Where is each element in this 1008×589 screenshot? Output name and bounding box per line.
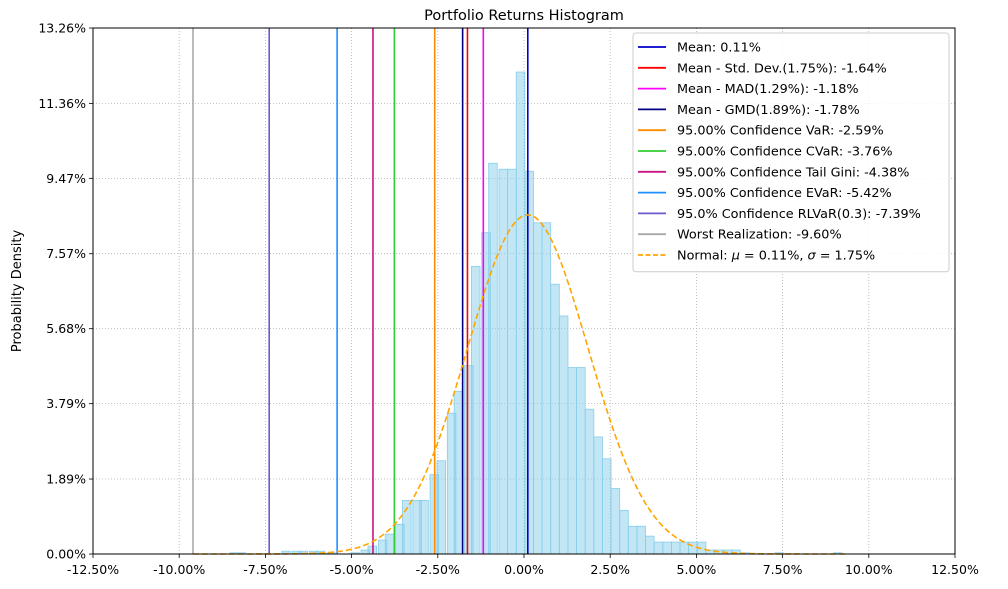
histogram-bar	[619, 509, 629, 555]
histogram-bar	[453, 390, 464, 555]
legend-label: Mean - GMD(1.89%): -1.78%	[677, 103, 860, 118]
legend-label-part: σ	[808, 249, 817, 264]
x-tick-label: -12.50%	[67, 562, 119, 577]
x-axis-ticks: -12.50% -10.00% -7.50% -5.00% -2.50% 0.00% 2.5…	[67, 554, 979, 577]
histogram-bar	[384, 533, 395, 555]
legend-label-part: Normal:	[677, 249, 732, 264]
legend-label: 95.00% Confidence VaR: -2.59%	[677, 124, 884, 139]
x-tick-label: 0.00%	[504, 562, 544, 577]
histogram-bar	[488, 162, 498, 555]
y-tick-label: 5.68%	[46, 321, 86, 336]
histogram-bar	[610, 488, 621, 555]
y-tick-label: 1.89%	[46, 472, 86, 487]
y-tick-label: 9.47%	[46, 171, 86, 186]
legend-label: 95.00% Confidence CVaR: -3.76%	[677, 145, 893, 160]
x-tick-label: 2.50%	[590, 562, 630, 577]
y-tick-label: 11.36%	[38, 96, 86, 111]
x-tick-label: -2.50%	[416, 562, 460, 577]
histogram-bar	[507, 168, 517, 555]
histogram-bar	[688, 541, 698, 555]
legend-label: Mean: 0.11%	[677, 41, 761, 56]
histogram-bar	[515, 71, 526, 555]
x-tick-label: 12.50%	[931, 562, 979, 577]
legend-label: Mean - Std. Dev.(1.75%): -1.64%	[677, 61, 887, 76]
histogram-bar	[419, 500, 429, 555]
x-tick-label: -10.00%	[153, 562, 205, 577]
histogram-bar	[662, 541, 672, 555]
histogram-bar	[636, 525, 646, 555]
x-tick-label: -5.00%	[329, 562, 373, 577]
histogram-bar	[524, 170, 534, 555]
y-axis-ticks: 0.00% 1.89% 3.79% 5.68% 7.57% 9.47% 11.36% 13.2…	[38, 21, 93, 562]
legend-label: Worst Realization: -9.60%	[677, 228, 842, 243]
y-axis-label: Probability Density	[10, 230, 25, 353]
y-tick-label: 7.57%	[46, 246, 86, 261]
legend-label-normal: Normal: μ = 0.11%, σ = 1.75%	[677, 249, 875, 264]
x-tick-label: 10.00%	[845, 562, 893, 577]
x-tick-label: 7.50%	[763, 562, 803, 577]
risk-measure-lines	[192, 28, 529, 554]
legend-label-part: = 1.75%	[816, 249, 876, 264]
histogram-bar	[567, 367, 577, 555]
legend-label: 95.00% Confidence EVaR: -5.42%	[677, 186, 892, 201]
histogram-bars	[229, 71, 843, 555]
legend-label: 95.0% Confidence RLVaR(0.3): -7.39%	[677, 207, 921, 222]
histogram-bar	[533, 222, 543, 555]
chart-title: Portfolio Returns Histogram	[424, 8, 624, 24]
histogram-bar	[602, 458, 612, 555]
legend-label-part: μ	[731, 249, 740, 264]
y-tick-label: 3.79%	[46, 396, 86, 411]
legend-box	[632, 32, 950, 273]
histogram-bar	[653, 541, 664, 555]
x-tick-label: -7.50%	[243, 562, 287, 577]
legend-label-part: = 0.11%,	[740, 249, 808, 264]
y-tick-label: 13.26%	[38, 21, 86, 36]
histogram-bar	[550, 283, 560, 555]
histogram-bar	[584, 408, 595, 555]
histogram-bar	[558, 315, 569, 555]
histogram-bar	[645, 535, 655, 555]
histogram-bar	[671, 541, 681, 555]
legend-label: 95.00% Confidence Tail Gini: -4.38%	[677, 165, 909, 180]
histogram-bar	[436, 460, 446, 555]
legend-label: Mean - MAD(1.29%): -1.18%	[677, 82, 859, 97]
histogram-bar	[576, 367, 586, 555]
histogram-bar	[498, 168, 509, 555]
histogram-bar	[627, 525, 638, 555]
x-tick-label: 5.00%	[677, 562, 717, 577]
legend: Mean: 0.11% Mean - Std. Dev.(1.75%): -1.6…	[632, 32, 950, 273]
histogram-bar	[541, 222, 552, 555]
y-tick-label: 0.00%	[46, 547, 86, 562]
histogram-bar	[593, 436, 603, 555]
